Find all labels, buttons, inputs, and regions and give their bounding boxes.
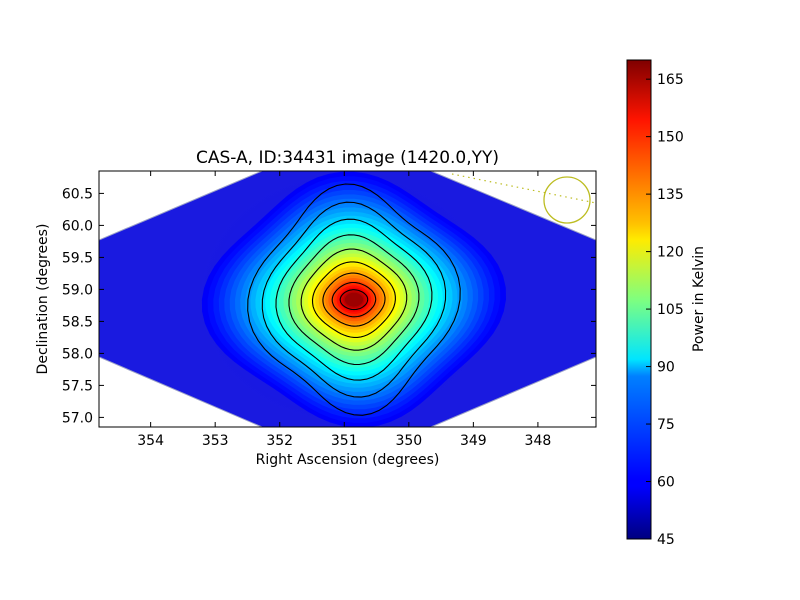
colorbar-tick-label: 150 — [657, 130, 684, 146]
source-emission — [201, 171, 506, 427]
plot-frame — [98, 170, 597, 428]
contour-line — [247, 183, 461, 416]
plot-area — [98, 170, 597, 428]
y-tick-label: 59.0 — [62, 282, 93, 298]
colorbar-label: Power in Kelvin — [691, 246, 707, 352]
beam-marker-line — [451, 173, 596, 204]
x-tick-label: 350 — [395, 433, 422, 449]
colorbar-tick-label: 90 — [657, 360, 675, 376]
y-tick-label: 57.0 — [62, 410, 93, 426]
colorbar-tick-label: 75 — [657, 417, 675, 433]
x-tick-label: 352 — [266, 433, 293, 449]
colorbar-tick-label: 60 — [657, 475, 675, 491]
y-tick-label: 58.0 — [62, 346, 93, 362]
x-tick-label: 353 — [202, 433, 229, 449]
colorbar-tick-label: 105 — [657, 302, 684, 318]
contour-lines — [247, 183, 461, 416]
beam-marker-circle — [543, 176, 591, 224]
y-tick-label: 57.5 — [62, 378, 93, 394]
y-tick-label: 60.5 — [62, 186, 93, 202]
colorbar-tick-label: 165 — [657, 72, 684, 88]
contour-line — [288, 234, 420, 366]
contour-line — [300, 248, 408, 351]
colorbar-tick-label: 120 — [657, 245, 684, 261]
chart-title: CAS-A, ID:34431 image (1420.0,YY) — [196, 148, 499, 168]
emission-level — [344, 292, 363, 307]
y-tick-label: 58.5 — [62, 314, 93, 330]
colorbar-frame — [626, 59, 652, 540]
x-tick-label: 349 — [460, 433, 487, 449]
x-axis-label: Right Ascension (degrees) — [256, 452, 440, 468]
colorbar: 45 60 75 90 105 120 135 150 165 Power in Kelvin — [626, 59, 707, 548]
contour-line — [339, 289, 369, 311]
y-tick-label: 59.5 — [62, 250, 93, 266]
x-axis-ticks: 354 353 352 351 350 349 348 — [137, 171, 551, 449]
colorbar-ticks: 45 60 75 90 105 120 135 150 165 — [646, 72, 684, 548]
x-tick-label: 351 — [331, 433, 358, 449]
colorbar-tick-label: 45 — [657, 532, 675, 548]
contour-line — [261, 201, 447, 398]
contour-line — [275, 218, 433, 381]
x-tick-label: 348 — [525, 433, 552, 449]
contour-line — [322, 272, 386, 327]
colorbar-tick-label: 135 — [657, 187, 684, 203]
y-axis-ticks: 57.0 57.5 58.0 58.5 59.0 59.5 60.0 60.5 — [62, 186, 596, 426]
x-tick-label: 354 — [137, 433, 164, 449]
y-tick-label: 60.0 — [62, 218, 93, 234]
contour-line — [331, 281, 377, 318]
colorbar-gradient — [627, 60, 651, 539]
contour-line — [311, 261, 396, 338]
y-axis-label: Declination (degrees) — [35, 224, 51, 375]
